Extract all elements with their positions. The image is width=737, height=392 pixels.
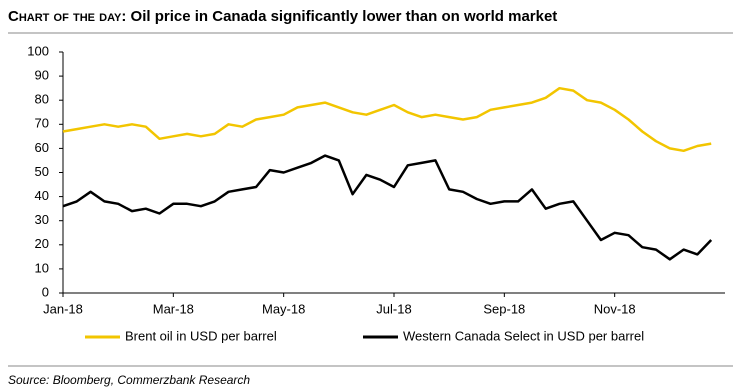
- title-lead: Chart of the day:: [8, 8, 126, 25]
- source: Source: Bloomberg, Commerzbank Research: [8, 373, 250, 387]
- y-tick-label: 80: [35, 92, 49, 107]
- legend-label: Western Canada Select in USD per barrel: [403, 328, 644, 343]
- y-tick-label: 40: [35, 188, 49, 203]
- chart-title: Chart of the day: Oil price in Canada si…: [8, 8, 557, 25]
- series-line: [62, 86, 712, 153]
- y-tick-label: 60: [35, 140, 49, 155]
- x-tick-label: Nov-18: [594, 301, 636, 316]
- x-tick-label: Jul-18: [376, 301, 411, 316]
- legend-label: Brent oil in USD per barrel: [125, 328, 277, 343]
- x-tick-label: Mar-18: [153, 301, 194, 316]
- series-line: [62, 154, 713, 261]
- x-tick-label: Sep-18: [483, 301, 525, 316]
- y-tick-label: 10: [35, 260, 49, 275]
- y-tick-label: 100: [27, 43, 49, 58]
- y-tick-label: 30: [35, 212, 49, 227]
- title-text: Oil price in Canada significantly lower …: [131, 8, 558, 25]
- y-tick-label: 70: [35, 116, 49, 131]
- y-tick-label: 50: [35, 164, 49, 179]
- y-tick-label: 90: [35, 68, 49, 83]
- y-tick-label: 20: [35, 236, 49, 251]
- x-tick-label: Jan-18: [43, 301, 83, 316]
- y-tick-label: 0: [42, 284, 49, 299]
- x-tick-label: May-18: [262, 301, 305, 316]
